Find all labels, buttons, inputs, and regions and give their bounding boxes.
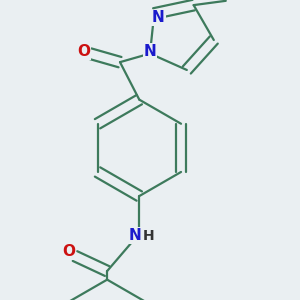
Text: O: O	[62, 244, 75, 259]
Text: H: H	[143, 229, 155, 243]
Text: N: N	[152, 10, 165, 25]
Text: O: O	[77, 44, 90, 59]
Text: N: N	[129, 228, 141, 243]
Text: N: N	[144, 44, 156, 59]
